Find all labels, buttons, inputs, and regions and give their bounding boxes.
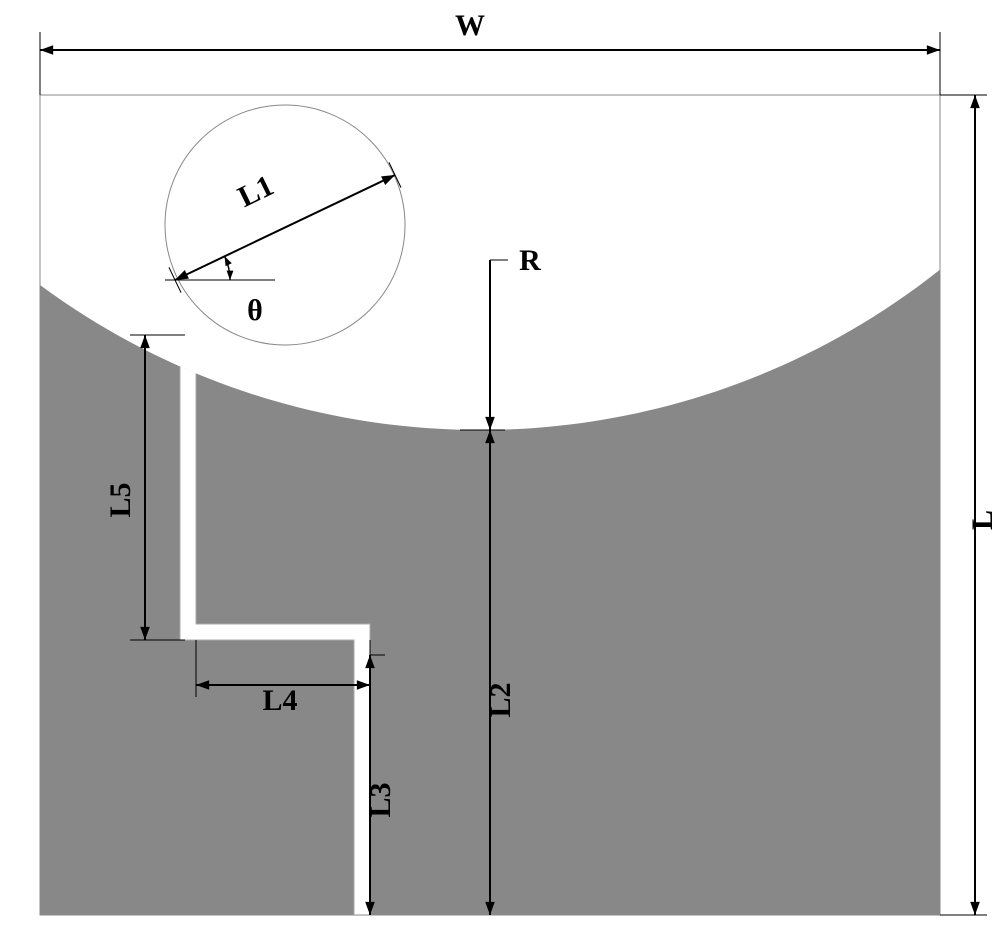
- label-L1: L1: [233, 169, 279, 214]
- label-theta: θ: [247, 294, 263, 327]
- label-W: W: [455, 9, 485, 42]
- chord-L1: [175, 175, 395, 280]
- label-L2: L2: [484, 682, 517, 717]
- label-L: L: [966, 510, 999, 530]
- label-L3: L3: [364, 782, 397, 817]
- label-L5: L5: [104, 482, 137, 517]
- circle-feature: [165, 105, 405, 345]
- label-L4: L4: [262, 684, 297, 717]
- label-R: R: [519, 244, 541, 277]
